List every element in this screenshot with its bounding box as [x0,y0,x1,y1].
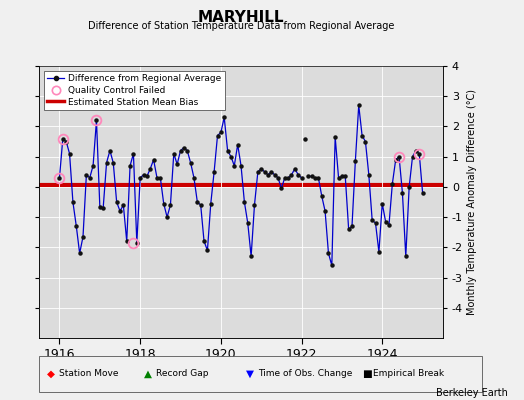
Text: ▼: ▼ [246,369,254,379]
Y-axis label: Monthly Temperature Anomaly Difference (°C): Monthly Temperature Anomaly Difference (… [467,89,477,315]
Text: Time of Obs. Change: Time of Obs. Change [258,370,352,378]
Text: Empirical Break: Empirical Break [373,370,444,378]
Legend: Difference from Regional Average, Quality Control Failed, Estimated Station Mean: Difference from Regional Average, Qualit… [44,70,225,110]
Text: ◆: ◆ [47,369,55,379]
Text: MARYHILL: MARYHILL [198,10,285,25]
Text: Record Gap: Record Gap [156,370,208,378]
Text: Difference of Station Temperature Data from Regional Average: Difference of Station Temperature Data f… [88,21,394,31]
Text: Station Move: Station Move [59,370,118,378]
Text: Berkeley Earth: Berkeley Earth [436,388,508,398]
Text: ▲: ▲ [144,369,152,379]
Text: ■: ■ [362,369,372,379]
